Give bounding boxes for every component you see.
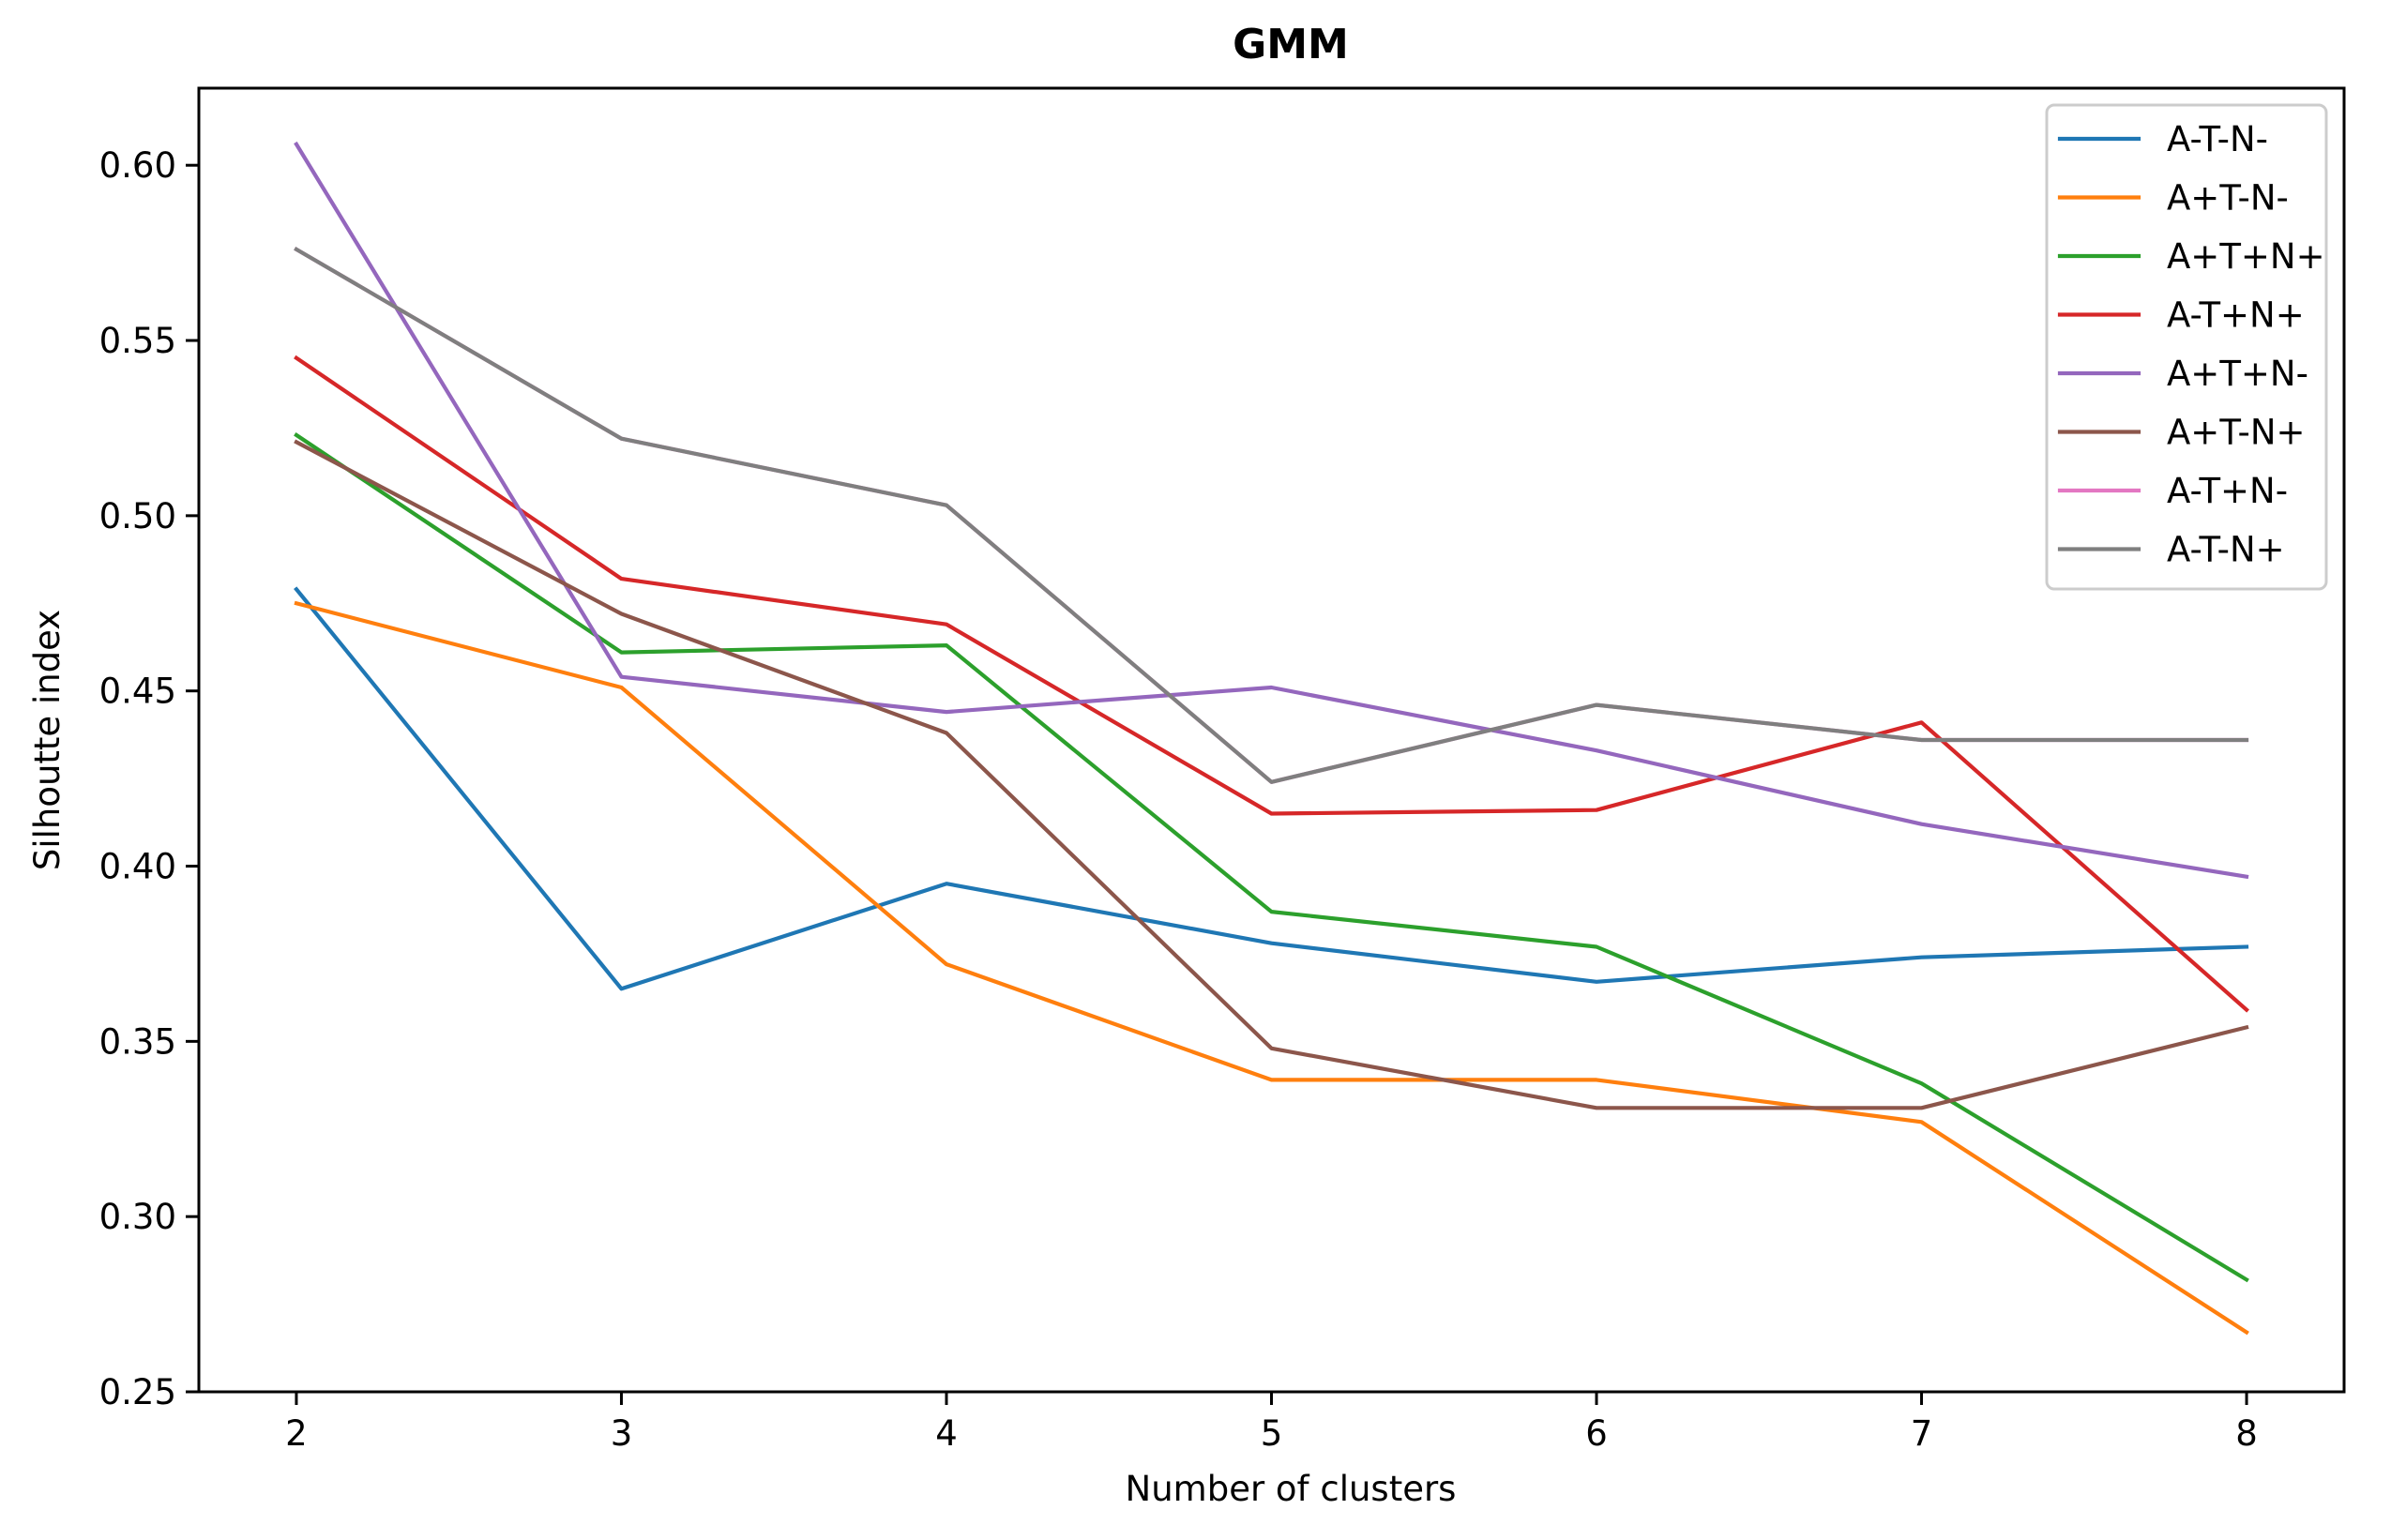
series-line-aplustminusnplus [294, 439, 2249, 1110]
y-tick-label: 0.30 [99, 1197, 176, 1237]
y-tick-label: 0.50 [99, 496, 176, 536]
data-point-aplustminusnminus-4 [945, 962, 948, 966]
data-point-aplustminusnplus-6 [1595, 1106, 1598, 1110]
data-point-aplustplusnplus-2 [295, 433, 298, 437]
x-tick-label: 3 [611, 1413, 633, 1454]
series-line-aminustminusnplus [294, 247, 2249, 784]
data-point-aplustplusnplus-4 [945, 643, 948, 647]
data-point-aplustplusnplus-7 [1920, 1081, 1924, 1085]
data-point-aminustplusnplus-5 [1270, 812, 1274, 816]
data-point-aminustminusnplus-8 [2245, 738, 2248, 742]
data-point-aplustplusnminus-5 [1270, 686, 1274, 689]
y-tick-label: 0.45 [99, 672, 176, 712]
legend-label-aplustminusnminus: A+T-N- [2167, 178, 2289, 219]
series-line-aminustminusnminus [294, 586, 2249, 991]
data-point-aminustplusnplus-2 [295, 356, 298, 360]
data-point-aplustminusnminus-6 [1595, 1078, 1598, 1081]
x-tick-label: 4 [935, 1413, 958, 1454]
data-point-aplustminusnminus-8 [2245, 1331, 2248, 1335]
data-point-aplustplusnminus-4 [945, 710, 948, 714]
data-point-aplustplusnplus-5 [1270, 910, 1274, 913]
series-line-aminustplusnplus [294, 355, 2249, 1013]
data-point-aminustplusnplus-8 [2245, 1008, 2248, 1012]
series-line-aplustplusnminus [294, 141, 2249, 880]
data-point-aplustplusnminus-2 [295, 143, 298, 146]
data-point-aplustplusnplus-3 [620, 651, 624, 655]
legend-box [2045, 103, 2328, 591]
data-point-aplustplusnplus-8 [2245, 1277, 2248, 1281]
data-point-aplustplusnminus-8 [2245, 875, 2248, 879]
x-tick-label: 2 [285, 1413, 308, 1454]
legend-label-aminustplusnplus: A-T+N+ [2167, 295, 2305, 336]
data-point-aminustplusnplus-4 [945, 623, 948, 627]
data-point-aminustminusnminus-7 [1920, 956, 1924, 959]
data-point-aminustminusnminus-2 [295, 587, 298, 591]
y-axis-label: Silhoutte index [27, 610, 68, 870]
y-tick-label: 0.25 [99, 1372, 176, 1412]
y-tick-label: 0.55 [99, 321, 176, 361]
data-point-aminustminusnplus-5 [1270, 780, 1274, 784]
data-point-aplustplusnminus-3 [620, 675, 624, 679]
data-point-aminustplusnplus-7 [1920, 720, 1924, 724]
data-point-aminustplusnplus-6 [1595, 808, 1598, 812]
legend-label-aminustminusnplus: A-T-N+ [2167, 530, 2285, 570]
data-point-aplustminusnminus-3 [620, 686, 624, 689]
data-point-aplustminusnminus-5 [1270, 1078, 1274, 1081]
data-point-aminustminusnplus-7 [1920, 738, 1924, 742]
y-tick-label: 0.40 [99, 847, 176, 887]
series-line-aplustminusnminus [294, 600, 2249, 1336]
x-axis-label: Number of clusters [1126, 1469, 1457, 1509]
data-point-aplustminusnplus-8 [2245, 1025, 2248, 1029]
y-axis: 0.25 0.30 0.35 0.40 0.45 0.50 0.55 0.60 [99, 145, 199, 1412]
data-point-aminustminusnplus-6 [1595, 703, 1598, 707]
data-point-aplustminusnplus-7 [1920, 1106, 1924, 1110]
data-point-aminustminusnplus-3 [620, 437, 624, 441]
chart-title: GMM [1233, 21, 1349, 68]
data-point-aminustminusnplus-2 [295, 248, 298, 251]
data-point-aplustplusnplus-6 [1595, 945, 1598, 949]
legend-label-aplustplusnminus: A+T+N- [2167, 354, 2308, 394]
data-point-aplustminusnminus-2 [295, 601, 298, 605]
x-tick-label: 6 [1585, 1413, 1608, 1454]
legend: A-T-N- A+T-N- A+T+N+ A-T+N+ A+T+N- A+T-N+ A-T+… [2045, 103, 2328, 591]
data-point-aplustplusnminus-6 [1595, 748, 1598, 752]
data-point-aplustminusnplus-4 [945, 732, 948, 735]
x-tick-label: 5 [1261, 1413, 1283, 1454]
data-point-aplustminusnplus-5 [1270, 1047, 1274, 1050]
legend-label-aplustplusnplus: A+T+N+ [2167, 236, 2325, 277]
data-point-aminustminusnminus-8 [2245, 945, 2248, 949]
data-point-aminustminusnminus-4 [945, 882, 948, 885]
x-tick-label: 7 [1911, 1413, 1933, 1454]
data-point-aminustminusnplus-4 [945, 504, 948, 507]
data-point-aplustminusnplus-3 [620, 612, 624, 616]
series-layer [294, 141, 2249, 1336]
data-point-aminustminusnminus-5 [1270, 942, 1274, 945]
x-axis: 2 3 4 5 6 7 8 [285, 1392, 2258, 1454]
legend-label-aminustminusnminus: A-T-N- [2167, 119, 2268, 159]
data-point-aplustminusnplus-2 [295, 440, 298, 444]
y-tick-label: 0.35 [99, 1021, 176, 1062]
legend-label-aminustplusnminus: A-T+N- [2167, 471, 2288, 511]
data-point-aplustplusnminus-7 [1920, 823, 1924, 826]
data-point-aminustplusnplus-3 [620, 577, 624, 581]
legend-label-aplustminusnplus: A+T-N+ [2167, 413, 2306, 453]
data-point-aminustminusnminus-3 [620, 987, 624, 990]
data-point-aminustminusnminus-6 [1595, 980, 1598, 984]
x-tick-label: 8 [2235, 1413, 2258, 1454]
y-tick-label: 0.60 [99, 145, 176, 186]
data-point-aplustminusnminus-7 [1920, 1120, 1924, 1124]
series-line-aplustplusnplus [294, 431, 2249, 1283]
